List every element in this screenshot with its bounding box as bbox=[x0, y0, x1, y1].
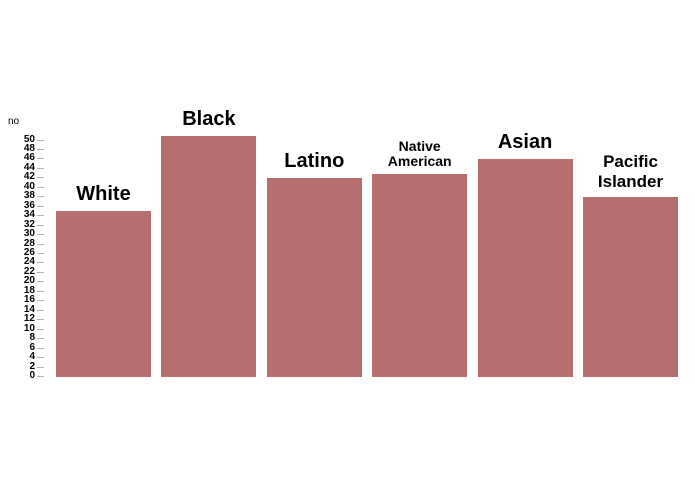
y-tick-mark bbox=[37, 177, 44, 179]
y-tick-mark bbox=[37, 376, 44, 377]
y-tick-label: 0 bbox=[29, 370, 35, 381]
y-tick-label: 40 bbox=[23, 180, 35, 192]
y-tick-label: 28 bbox=[23, 237, 35, 249]
y-tick-label: 18 bbox=[23, 284, 35, 296]
y-tick-mark bbox=[37, 158, 44, 160]
y-tick-mark bbox=[37, 347, 44, 349]
bar-native-american bbox=[372, 173, 468, 377]
bar-pacific-islander bbox=[583, 197, 678, 377]
y-tick-label: 2 bbox=[29, 360, 35, 372]
y-tick-label: 16 bbox=[23, 294, 35, 306]
y-tick-label: 8 bbox=[29, 332, 35, 344]
y-tick-label: 30 bbox=[23, 228, 35, 240]
y-tick-label: 26 bbox=[23, 247, 35, 259]
y-tick-mark bbox=[37, 357, 44, 359]
y-tick-label: 4 bbox=[29, 351, 35, 363]
y-tick-label: 32 bbox=[23, 218, 35, 230]
y-tick-mark bbox=[37, 139, 44, 141]
y-tick-mark bbox=[37, 234, 44, 236]
bar-latino bbox=[266, 178, 362, 377]
y-tick-mark bbox=[37, 167, 44, 169]
y-tick-mark bbox=[37, 205, 44, 207]
y-tick-label: 50 bbox=[23, 133, 35, 145]
y-tick-mark bbox=[37, 271, 44, 273]
y-tick-mark bbox=[37, 281, 44, 283]
y-tick-label: 36 bbox=[23, 199, 35, 211]
bar-label-white: White bbox=[76, 183, 131, 206]
bar-black bbox=[161, 135, 257, 377]
bar-label-native-american: Native American bbox=[387, 137, 452, 169]
y-tick-label: 24 bbox=[23, 256, 35, 268]
y-tick-mark bbox=[37, 186, 44, 188]
y-tick-label: 14 bbox=[23, 303, 35, 315]
y-tick-mark bbox=[37, 215, 44, 217]
y-tick-mark bbox=[37, 224, 44, 226]
bar-asian bbox=[477, 159, 573, 377]
y-tick-mark bbox=[37, 243, 44, 245]
bar-label-latino: Latino bbox=[284, 150, 345, 173]
y-tick-label: 10 bbox=[23, 322, 35, 334]
y-tick-mark bbox=[37, 366, 44, 368]
y-tick-label: 34 bbox=[23, 209, 35, 221]
y-tick-label: 48 bbox=[23, 142, 35, 154]
y-tick-mark bbox=[37, 309, 44, 311]
bar-label-pacific-islander: Pacific Islander bbox=[597, 152, 664, 192]
y-tick-mark bbox=[37, 328, 44, 330]
y-tick-label: 20 bbox=[23, 275, 35, 287]
bar-label-asian: Asian bbox=[497, 131, 553, 154]
y-tick-label: 38 bbox=[23, 190, 35, 202]
y-tick-mark bbox=[37, 319, 44, 321]
bar-white bbox=[56, 211, 151, 377]
y-tick-mark bbox=[37, 338, 44, 340]
y-axis-title: no bbox=[8, 116, 20, 127]
y-tick-mark bbox=[37, 300, 44, 302]
bar-label-black: Black bbox=[182, 107, 236, 130]
y-tick-mark bbox=[37, 253, 44, 255]
y-tick-label: 6 bbox=[29, 341, 35, 353]
y-tick-mark bbox=[37, 148, 44, 150]
y-tick-label: 42 bbox=[23, 171, 35, 183]
y-tick-mark bbox=[37, 290, 44, 292]
y-tick-mark bbox=[37, 196, 44, 198]
y-tick-label: 46 bbox=[23, 152, 35, 164]
y-tick-label: 12 bbox=[23, 313, 35, 325]
y-tick-label: 22 bbox=[23, 265, 35, 277]
y-tick-mark bbox=[37, 262, 44, 264]
y-tick-label: 44 bbox=[23, 161, 35, 173]
